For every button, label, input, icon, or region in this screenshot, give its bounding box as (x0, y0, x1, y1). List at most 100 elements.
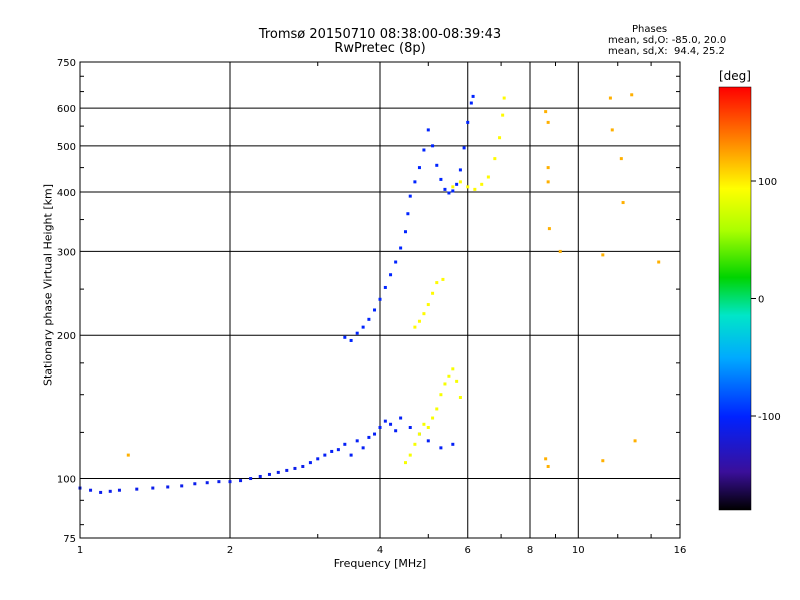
data-point (343, 442, 347, 446)
data-point (389, 422, 393, 426)
data-point (498, 136, 502, 140)
data-point (439, 393, 443, 397)
data-point (228, 480, 232, 484)
plot-frame (79, 61, 681, 539)
data-point (301, 464, 305, 468)
x-tick-label: 6 (465, 545, 471, 556)
data-point (547, 227, 551, 231)
y-tick-label: 300 (57, 247, 76, 258)
data-point (417, 432, 421, 436)
data-point (441, 277, 445, 281)
data-point (458, 168, 462, 172)
data-point (285, 468, 289, 472)
data-point (249, 477, 253, 481)
data-point (455, 182, 459, 186)
data-point (135, 487, 139, 491)
data-point (126, 453, 130, 457)
data-point (239, 479, 243, 483)
data-point (399, 416, 403, 420)
data-point (426, 303, 430, 307)
y-tick-label: 500 (57, 142, 76, 153)
x-tick-label: 10 (572, 545, 585, 556)
data-point (443, 187, 447, 191)
x-tick-label: 4 (377, 545, 383, 556)
data-point (89, 488, 93, 492)
data-point (480, 182, 484, 186)
data-point (151, 486, 155, 490)
data-point (258, 474, 262, 478)
data-point (633, 439, 637, 443)
data-point (373, 432, 377, 436)
data-point (108, 489, 112, 493)
data-point (394, 429, 398, 433)
x-axis-label: Frequency [MHz] (333, 557, 427, 570)
data-point (458, 180, 462, 184)
phase-heading: Phases (632, 24, 668, 35)
data-point (469, 101, 473, 105)
data-point (367, 435, 371, 439)
data-point (383, 419, 387, 423)
data-point (355, 331, 359, 335)
y-tick-label: 100 (57, 475, 76, 486)
data-point (426, 439, 430, 443)
data-point (439, 177, 443, 181)
data-point (439, 446, 443, 450)
data-point (99, 490, 103, 494)
x-tick-label: 16 (674, 545, 687, 556)
data-point (443, 382, 447, 386)
data-point (447, 374, 451, 378)
data-point (166, 485, 170, 489)
data-point (349, 338, 353, 342)
colorbar (718, 86, 752, 511)
data-point (601, 459, 605, 463)
data-point (383, 285, 387, 289)
data-point (471, 94, 475, 98)
data-point (426, 128, 430, 132)
data-point (406, 212, 410, 216)
data-point (431, 291, 435, 295)
data-point (435, 407, 439, 411)
colorbar-ticks: 100 0 -100 (751, 177, 781, 423)
data-point (546, 464, 550, 468)
data-point (323, 453, 327, 457)
x-tick-label: 2 (227, 545, 233, 556)
data-point (451, 367, 455, 371)
data-point (546, 120, 550, 124)
colorbar-tick-label: 0 (758, 295, 764, 306)
data-point (373, 308, 377, 312)
data-point (462, 146, 466, 150)
data-point (205, 481, 209, 485)
data-points (78, 93, 661, 494)
data-point (455, 379, 459, 383)
data-point (413, 180, 417, 184)
data-point (117, 488, 121, 492)
data-point (408, 425, 412, 429)
data-point (466, 185, 470, 189)
data-point (399, 246, 403, 250)
data-point (336, 448, 340, 452)
data-point (193, 482, 197, 486)
data-point (413, 325, 417, 329)
data-point (608, 96, 612, 100)
data-point (308, 461, 312, 465)
phase-o-stats: mean, sd,O: -85.0, 20.0 (608, 35, 727, 46)
data-point (378, 425, 382, 429)
data-point (431, 144, 435, 148)
data-point (403, 461, 407, 465)
data-point (493, 157, 497, 161)
x-tick-label: 8 (527, 545, 533, 556)
data-point (486, 175, 490, 179)
data-point (473, 187, 477, 191)
data-point (349, 453, 353, 457)
data-point (426, 425, 430, 429)
data-point (293, 466, 297, 470)
data-point (544, 110, 548, 114)
data-point (422, 422, 426, 426)
data-point (501, 113, 505, 117)
data-point (619, 157, 623, 161)
phase-x-stats: mean, sd,X: 94.4, 25.2 (608, 46, 725, 57)
data-point (417, 319, 421, 323)
y-tick-label: 600 (57, 104, 76, 115)
data-point (447, 191, 451, 195)
